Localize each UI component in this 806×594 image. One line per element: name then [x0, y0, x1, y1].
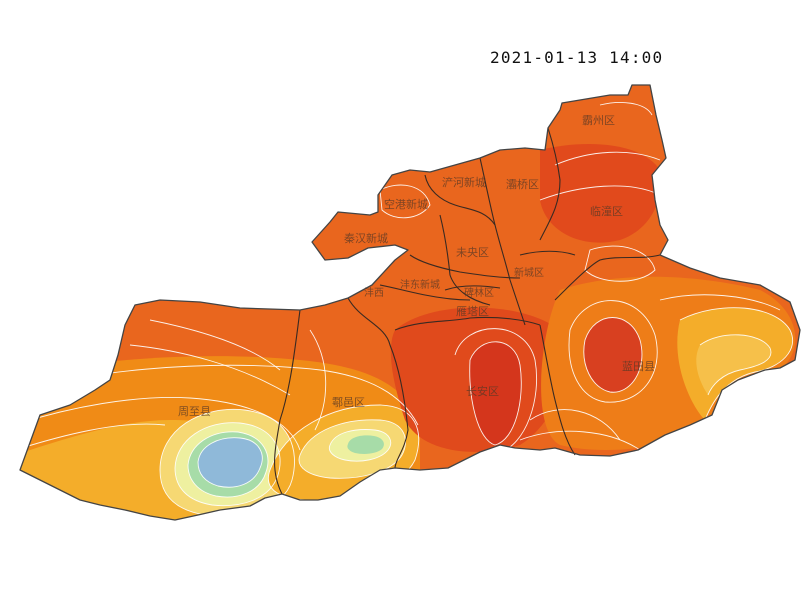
- label-baqiao: 灞桥区: [506, 178, 539, 191]
- district-labels: 霸州区 浐河新城 灞桥区 临潼区 空港新城 秦汉新城 未央区 新城区 沣东新城 …: [178, 114, 655, 418]
- label-lintong: 临潼区: [590, 204, 623, 218]
- label-chanhe: 浐河新城: [442, 175, 486, 189]
- label-xincheng: 新城区: [514, 266, 544, 279]
- label-fengdong: 沣东新城: [400, 278, 440, 291]
- zone-mint-huyi: [347, 435, 384, 454]
- map-timestamp: 2021-01-13 14:00: [490, 48, 664, 67]
- district-borders: [274, 127, 661, 495]
- label-huyi: 鄠邑区: [332, 396, 365, 409]
- zone-hottest-changan: [469, 341, 522, 445]
- zone-hot-north: [540, 144, 661, 243]
- label-zhouzhi: 周至县: [178, 405, 211, 418]
- label-changan: 长安区: [466, 384, 499, 398]
- zone-yellow-lantian: [696, 334, 771, 395]
- label-lantian: 蓝田县: [622, 360, 655, 373]
- label-weiyang: 未央区: [456, 246, 489, 259]
- label-fengxi: 沣西: [364, 287, 384, 299]
- label-qinhan: 秦汉新城: [344, 231, 388, 245]
- zone-hot-lantian: [583, 317, 642, 393]
- zone-cold-west: [198, 437, 263, 488]
- label-baqiao-north: 霸州区: [582, 114, 615, 127]
- label-konggang: 空港新城: [384, 197, 428, 211]
- label-yanta: 雁塔区: [456, 305, 489, 318]
- label-beilin: 碑林区: [464, 286, 494, 299]
